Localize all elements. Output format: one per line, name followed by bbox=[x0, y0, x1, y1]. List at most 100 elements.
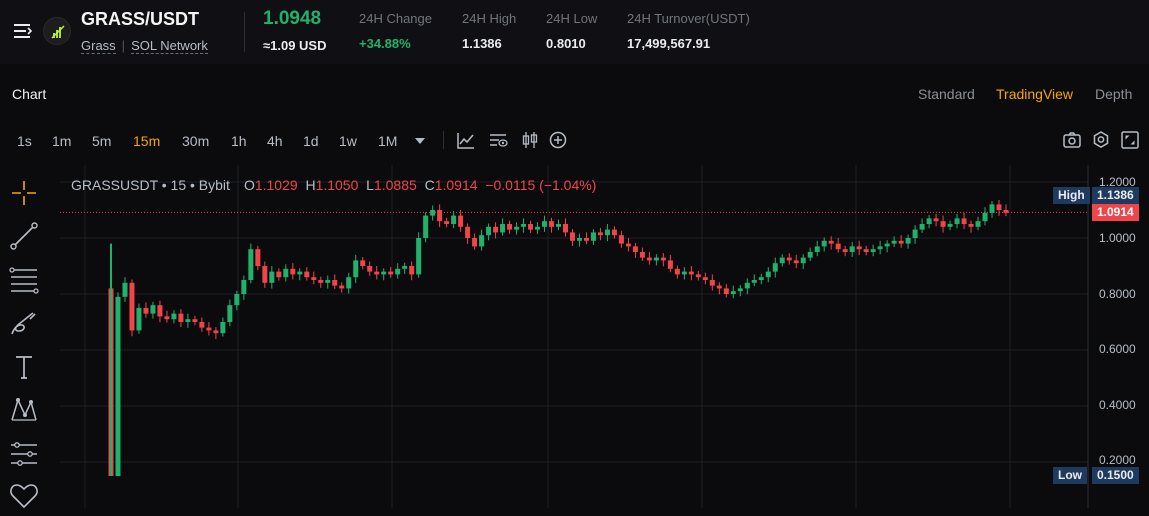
candle-body bbox=[772, 263, 778, 272]
candle-body bbox=[800, 257, 806, 264]
favorite-icon[interactable] bbox=[8, 479, 40, 511]
candle-body bbox=[325, 280, 331, 283]
candlestick-chart[interactable] bbox=[0, 165, 1149, 508]
candle-body bbox=[472, 238, 478, 247]
stat-value-high: 1.1386 bbox=[462, 36, 502, 51]
candle-body bbox=[255, 249, 261, 266]
brush-icon[interactable] bbox=[8, 308, 40, 340]
candle-body bbox=[625, 243, 631, 247]
legend-close: 1.0914 bbox=[434, 177, 478, 193]
candle-body bbox=[653, 257, 659, 261]
candle-body bbox=[954, 218, 960, 224]
candle-body bbox=[597, 232, 603, 236]
indicators-icon[interactable] bbox=[456, 130, 476, 150]
low-label-tag: Low bbox=[1053, 467, 1087, 484]
pattern-icon[interactable] bbox=[8, 393, 40, 425]
camera-icon[interactable] bbox=[1062, 130, 1082, 150]
view-standard[interactable]: Standard bbox=[918, 86, 975, 102]
timeframe-1d[interactable]: 1d bbox=[303, 133, 319, 149]
usd-price: ≈1.09 USD bbox=[263, 38, 327, 53]
candle-type-icon[interactable] bbox=[520, 130, 540, 150]
candle-body bbox=[744, 282, 750, 289]
candle-body bbox=[556, 224, 561, 227]
gear-icon[interactable] bbox=[1091, 130, 1111, 150]
candle-body bbox=[912, 229, 918, 238]
chart-header bbox=[0, 72, 1149, 116]
candle-body bbox=[493, 226, 499, 233]
candle-body bbox=[234, 294, 240, 306]
menu-icon[interactable] bbox=[13, 21, 33, 41]
timeframe-4h[interactable]: 4h bbox=[267, 133, 283, 149]
pair-title[interactable]: GRASS/USDT bbox=[81, 9, 200, 29]
timeframe-1M[interactable]: 1M bbox=[378, 133, 398, 149]
crosshair-icon[interactable] bbox=[8, 177, 40, 209]
candle-body bbox=[185, 319, 191, 322]
candle-body bbox=[905, 238, 911, 244]
y-tick-label: 1.0000 bbox=[1099, 231, 1136, 245]
candle-body bbox=[947, 224, 953, 227]
candle-body bbox=[842, 249, 848, 252]
timeframe-1w[interactable]: 1w bbox=[339, 133, 357, 149]
candle-body bbox=[346, 277, 352, 289]
candle-body bbox=[982, 212, 988, 222]
measure-icon[interactable] bbox=[8, 438, 40, 470]
candle-body bbox=[430, 210, 436, 216]
candle-body bbox=[807, 252, 813, 258]
candle-body bbox=[500, 224, 506, 233]
candle-body bbox=[856, 246, 862, 250]
candle-body bbox=[514, 226, 520, 230]
pair-tags: Grass | SOL Network bbox=[81, 38, 208, 54]
fullscreen-icon[interactable] bbox=[1120, 130, 1140, 150]
fib-lines-icon[interactable] bbox=[8, 264, 40, 296]
candle-body bbox=[737, 288, 743, 292]
candle-body bbox=[940, 221, 946, 227]
timeframe-5m[interactable]: 5m bbox=[92, 133, 112, 149]
view-tradingview[interactable]: TradingView bbox=[996, 86, 1074, 102]
timeframe-15m[interactable]: 15m bbox=[133, 133, 161, 149]
candle-body bbox=[178, 313, 184, 322]
chart-tab[interactable]: Chart bbox=[12, 86, 47, 102]
candle-body bbox=[479, 235, 485, 247]
stat-label-low: 24H Low bbox=[546, 11, 598, 26]
stat-value-low: 0.8010 bbox=[546, 36, 586, 51]
grass-logo bbox=[43, 17, 71, 45]
dropdown-arrow-icon[interactable] bbox=[410, 130, 430, 150]
candle-body bbox=[695, 274, 701, 278]
candle-body bbox=[793, 260, 799, 264]
view-depth[interactable]: Depth bbox=[1095, 86, 1133, 102]
candle-body bbox=[549, 221, 555, 227]
candle-body bbox=[458, 215, 464, 227]
timeframe-30m[interactable]: 30m bbox=[182, 133, 210, 149]
candle-body bbox=[702, 277, 708, 280]
timeframe-1s[interactable]: 1s bbox=[17, 133, 32, 149]
y-tick-label: 0.6000 bbox=[1099, 342, 1136, 356]
candle-body bbox=[968, 224, 974, 227]
candle-body bbox=[611, 229, 617, 236]
low-value-tag: 0.1500 bbox=[1092, 467, 1139, 484]
candle-body bbox=[409, 266, 415, 275]
timeframe-1h[interactable]: 1h bbox=[231, 133, 247, 149]
stat-label-change: 24H Change bbox=[359, 11, 432, 26]
chart-area[interactable] bbox=[0, 165, 1149, 508]
add-icon[interactable] bbox=[548, 130, 568, 150]
candle-body bbox=[381, 271, 387, 275]
text-icon[interactable] bbox=[8, 351, 40, 383]
trend-line-icon[interactable] bbox=[8, 220, 40, 252]
candle-body bbox=[486, 226, 492, 236]
stat-value-change: +34.88% bbox=[359, 36, 411, 51]
candle-body bbox=[975, 221, 981, 227]
candle-body bbox=[709, 280, 715, 286]
y-tick-label: 1.2000 bbox=[1099, 175, 1136, 189]
candle-body bbox=[248, 249, 254, 280]
timeframe-1m[interactable]: 1m bbox=[52, 133, 72, 149]
legend-low: 1.0885 bbox=[373, 177, 417, 193]
candle-body bbox=[353, 260, 359, 278]
chart-settings-icon[interactable] bbox=[488, 130, 508, 150]
candle-body bbox=[583, 238, 589, 241]
project-tag[interactable]: Grass bbox=[81, 38, 116, 54]
candle-body bbox=[646, 257, 652, 261]
candle-body bbox=[779, 257, 785, 264]
candle-body bbox=[171, 313, 177, 320]
candle-body bbox=[507, 224, 513, 230]
network-tag[interactable]: SOL Network bbox=[131, 38, 208, 54]
